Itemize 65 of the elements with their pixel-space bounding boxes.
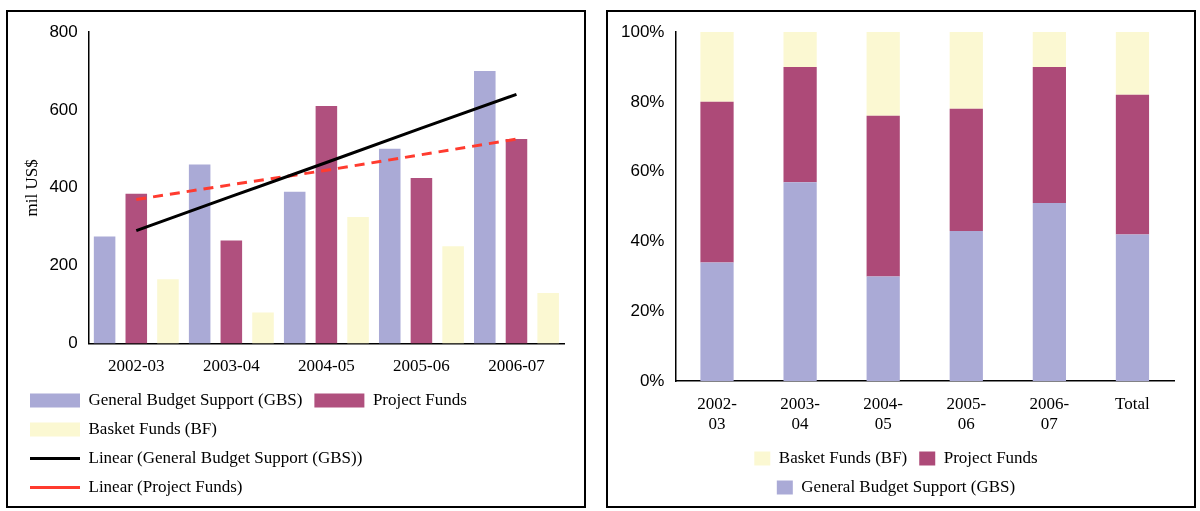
bar <box>700 262 734 382</box>
x-tick-label: 2002-03 <box>107 356 165 376</box>
bar <box>949 108 983 232</box>
bar <box>188 164 211 344</box>
bar <box>252 312 274 344</box>
bar <box>700 101 734 263</box>
bar <box>410 178 433 344</box>
bar <box>1032 66 1066 204</box>
y-axis-title: mil US$ <box>21 159 41 217</box>
bar <box>949 32 983 109</box>
x-tick-label: 2005-06 <box>946 393 987 434</box>
bar <box>866 276 900 382</box>
bar <box>700 32 734 102</box>
bar <box>125 193 148 344</box>
bar <box>1115 32 1150 95</box>
x-tick-label: 2006-07 <box>1029 393 1070 434</box>
y-tick-label: 100% <box>621 21 665 41</box>
bar <box>347 217 369 344</box>
x-tick-label: 2004-05 <box>863 393 904 434</box>
y-tick-label: 0% <box>639 370 665 390</box>
legend-label: Basket Funds (BF) <box>88 418 217 438</box>
bar <box>866 115 900 277</box>
x-tick-label: 2004-05 <box>298 356 355 376</box>
bar <box>783 66 817 183</box>
bar <box>866 32 900 116</box>
legend-label: Linear (Project Funds) <box>88 476 243 496</box>
y-tick-label: 20% <box>630 301 665 321</box>
bar <box>1115 94 1150 235</box>
legend-label: Linear (General Budget Support (GBS)) <box>88 447 363 467</box>
x-tick-label: 2003-04 <box>203 356 261 376</box>
bar <box>949 231 983 382</box>
x-tick-label: 2002-03 <box>697 393 738 434</box>
y-tick-label: 200 <box>49 255 78 275</box>
legend-label: Project Funds <box>943 447 1038 467</box>
bar <box>157 279 179 344</box>
y-tick-label: 40% <box>630 231 665 251</box>
bar <box>783 182 817 382</box>
x-tick-label: Total <box>1115 393 1151 413</box>
bar <box>1115 234 1150 382</box>
bar <box>220 240 243 344</box>
bar <box>537 292 559 344</box>
y-tick-label: 400 <box>49 177 78 197</box>
bar <box>442 246 464 344</box>
bar <box>1032 203 1066 382</box>
bar <box>783 32 817 67</box>
line-series <box>134 137 518 201</box>
bar <box>283 191 306 344</box>
bar <box>378 148 401 344</box>
y-tick-label: 80% <box>630 91 665 111</box>
bar <box>474 70 496 344</box>
bar <box>93 236 116 344</box>
y-tick-label: 0 <box>68 333 78 353</box>
legend-label: Project Funds <box>372 389 467 409</box>
y-tick-label: 600 <box>49 99 78 119</box>
x-tick-label: 2003-04 <box>780 393 821 434</box>
y-tick-label: 60% <box>630 161 665 181</box>
legend-label: General Budget Support (GBS) <box>88 389 303 409</box>
y-tick-label: 800 <box>49 21 78 41</box>
x-tick-label: 2005-06 <box>393 356 450 376</box>
legend-label: General Budget Support (GBS) <box>801 476 1016 496</box>
x-tick-label: 2006-07 <box>488 356 546 376</box>
bar <box>315 106 338 344</box>
bar <box>1032 32 1066 67</box>
bar <box>505 139 528 344</box>
legend-label: Basket Funds (BF) <box>778 447 908 467</box>
